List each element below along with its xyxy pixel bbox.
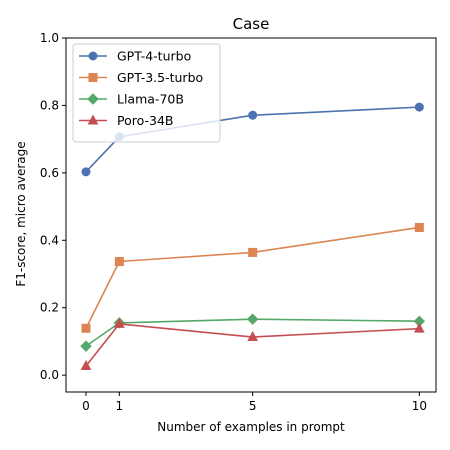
data-point [414, 102, 424, 112]
data-point [414, 222, 424, 232]
series-line [85, 318, 420, 347]
legend-item: GPT-3.5-turbo [79, 70, 203, 85]
series-poro-34b [80, 317, 425, 371]
legend-label: GPT-4-turbo [117, 49, 191, 64]
data-point [414, 322, 425, 333]
chart-title: Case [233, 15, 270, 33]
legend-marker [88, 73, 98, 82]
x-axis-label: Number of examples in prompt [157, 420, 345, 434]
y-axis-label: F1-score, micro average [14, 141, 28, 286]
y-axis-ticks: 0.0 0.2 0.4 0.6 0.8 1.0 [40, 31, 66, 382]
y-tick-label: 0.6 [40, 166, 59, 180]
y-tick-label: 1.0 [40, 31, 59, 45]
series-layer [80, 102, 426, 371]
legend-marker [87, 93, 99, 105]
legend-box [72, 43, 221, 143]
data-point [248, 110, 258, 120]
data-point [248, 247, 258, 257]
legend-label: Llama-70B [117, 92, 184, 107]
plot-frame [65, 37, 437, 393]
y-tick-label: 0.8 [40, 98, 59, 112]
x-tick-label: 5 [249, 399, 257, 413]
x-tick-label: 1 [116, 399, 124, 413]
data-point [114, 257, 124, 267]
data-point [246, 313, 259, 325]
y-tick-label: 0.0 [40, 368, 59, 382]
legend-item: GPT-4-turbo [79, 49, 191, 64]
legend: GPT-4-turbo GPT-3.5-turbo Llama-70B Poro-34… [72, 43, 221, 143]
data-point [80, 340, 92, 352]
legend-item: Llama-70B [79, 92, 184, 107]
data-point [114, 317, 125, 328]
series-gpt-3-5-turbo [81, 222, 424, 333]
legend-item: Poro-34B [79, 113, 173, 128]
series-line [85, 226, 420, 329]
legend-label: GPT-3.5-turbo [117, 70, 203, 85]
series-line [85, 323, 420, 367]
legend-label: Poro-34B [117, 113, 173, 128]
y-tick-label: 0.4 [40, 233, 59, 247]
legend-marker [88, 51, 98, 61]
data-point [247, 330, 258, 342]
data-point [80, 359, 92, 371]
y-tick-label: 0.2 [40, 301, 59, 315]
legend-marker [87, 114, 99, 125]
plot-area [65, 37, 437, 393]
x-tick-label: 0 [82, 399, 90, 413]
data-point [81, 323, 91, 333]
x-axis-ticks: 0 1 5 10 [82, 392, 427, 413]
data-point [81, 167, 91, 177]
x-tick-label: 10 [412, 399, 427, 413]
